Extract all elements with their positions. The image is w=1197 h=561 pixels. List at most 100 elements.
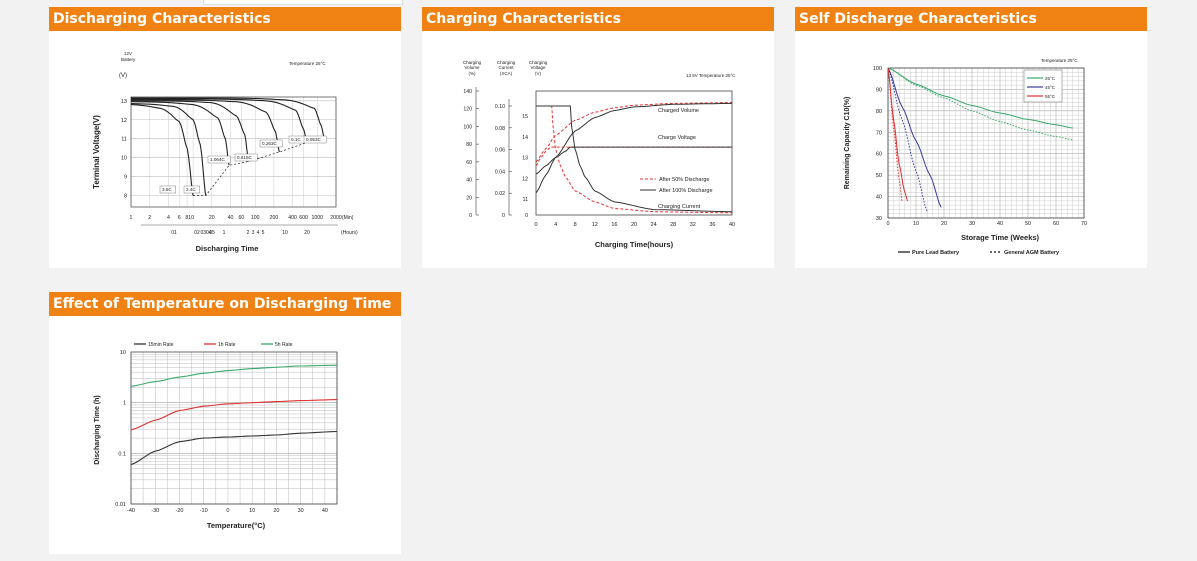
- y-axis-title: Discharging Time (h): [94, 395, 101, 465]
- axis-current-unit: (XCA): [500, 71, 513, 76]
- x-tick-hours-label: 3: [252, 230, 255, 236]
- discharge-card: Discharging Characteristics 13 12 11 10 9 8 12…: [49, 7, 401, 268]
- x-tick-label: 24: [651, 222, 657, 228]
- legend-style-label: General AGM Battery: [1004, 250, 1060, 256]
- axis-volume-tick: 80: [466, 142, 472, 148]
- x-axis-title: Storage Time (Weeks): [961, 233, 1040, 242]
- temp-curve: [130, 399, 338, 431]
- annotation-unit: (V): [119, 73, 127, 79]
- x-tick-min-label: 400: [288, 215, 297, 221]
- annotation-temperature: 13.5V Temperature 25°C: [686, 73, 736, 78]
- y-tick-label: 90: [876, 87, 882, 93]
- curve-label-voltage: Charge Voltage: [658, 135, 696, 141]
- x-tick-label: 10: [249, 508, 255, 514]
- charge-chart: ChargingVolume(%)ChargingCurrent(XCA)Cha…: [463, 60, 736, 249]
- annotation-battery-voltage: 12V: [124, 51, 132, 56]
- curve-label: 0.053C: [306, 137, 321, 142]
- x-tick-min-label: 810: [185, 215, 194, 221]
- x-tick-min-label: 600: [299, 215, 308, 221]
- charge-curve: [536, 105, 733, 214]
- legend-label: 5h Rate: [275, 342, 293, 348]
- y-tick-label: 60: [876, 152, 882, 158]
- x-tick-label: 0: [534, 222, 537, 228]
- charge-curve: [536, 105, 733, 213]
- axis-volume-title-1: Charging: [463, 60, 482, 65]
- x-tick-min-label: 4: [167, 215, 170, 221]
- axis-voltage-title-1: Charging: [529, 60, 548, 65]
- axis-current-title-2: Current: [498, 65, 514, 70]
- selfdis-curve: [887, 67, 903, 201]
- temp-card: Effect of Temperature on Discharging Tim…: [49, 292, 401, 554]
- x-tick-min-label: 6: [178, 215, 181, 221]
- y-tick-label: 80: [876, 109, 882, 115]
- temp-chart: 10 1 0.1 0.01-40 -30 -20 -10 0 10 20 30 40 Temperatu…: [94, 342, 338, 530]
- selfdis-card: Self Discharge Characteristics 100 90 80 70…: [795, 7, 1147, 268]
- x-tick-label: 12: [592, 222, 598, 228]
- y-tick-label: 11: [121, 137, 127, 143]
- x-tick-label: 30: [298, 508, 304, 514]
- x-tick-min-label: 100: [251, 215, 260, 221]
- annotation-temperature: Temperature 25°C: [289, 61, 326, 66]
- curve-label: 3.5C: [162, 187, 172, 192]
- y-axis-title: Remaining Capacity C10(%): [844, 97, 851, 190]
- x-axis-title: Charging Time(hours): [595, 240, 674, 249]
- discharge-card-title: Discharging Characteristics: [49, 7, 401, 31]
- x-tick-label: 20: [941, 221, 947, 227]
- curve-label-box: [183, 185, 201, 194]
- y-tick-label: 10: [121, 156, 127, 162]
- axis-voltage-tick: 11: [523, 197, 528, 203]
- curve-label: 2.4C: [186, 187, 196, 192]
- y-tick-label: 0.01: [115, 502, 126, 508]
- x-tick-label: 70: [1081, 221, 1087, 227]
- temp-card-title: Effect of Temperature on Discharging Tim…: [49, 292, 401, 316]
- charge-card: Charging Characteristics Charging Volume(…: [422, 7, 774, 268]
- x-axis-title: Temperature(°C): [207, 521, 266, 530]
- axis-current-tick: 0.08: [495, 126, 505, 132]
- curve-label-volume: Charged Volume: [658, 108, 699, 114]
- x-tick-hours-label: 10: [282, 230, 288, 236]
- axis-current-tick: 0.04: [495, 169, 505, 175]
- legend-label: 45°C: [1045, 85, 1056, 90]
- x-tick-hours-label: 2: [247, 230, 250, 236]
- cutoff-dashed-line: [193, 138, 325, 196]
- x-tick-label: 28: [670, 222, 676, 228]
- curve-label: 0.263C: [262, 141, 277, 146]
- x-axis-title: Discharging Time: [196, 244, 259, 253]
- y-tick-label: 12: [121, 118, 127, 124]
- x-tick-label: 30: [969, 221, 975, 227]
- x-tick-label: 32: [690, 222, 696, 228]
- x-tick-label: 40: [997, 221, 1003, 227]
- x-tick-label: 20: [631, 222, 637, 228]
- charge-curve: [535, 102, 733, 194]
- selfdis-chart: 100 90 80 70 60 50 40 30 0 10 20 30 40 50 60 70 Storage …: [844, 58, 1087, 256]
- x-tick-label: 10: [913, 221, 919, 227]
- plot-frame: [130, 351, 338, 505]
- axis-voltage-tick: 14: [522, 135, 528, 141]
- axis-volume-tick: 0: [469, 213, 472, 219]
- x-tick-label: 20: [273, 508, 279, 514]
- curve-label: 0.615C: [237, 155, 252, 160]
- x-tick-label: -30: [151, 508, 159, 514]
- x-tick-label: 50: [1025, 221, 1031, 227]
- axis-volume-tick: 60: [466, 160, 472, 166]
- x-tick-label: -10: [200, 508, 208, 514]
- selfdis-curve: [887, 67, 1073, 141]
- axis-volume-title-2: Volume: [464, 65, 480, 70]
- x-tick-hours-label: 1: [223, 230, 226, 236]
- x-min-unit: (Min): [342, 215, 354, 221]
- curve-label-box: [303, 135, 327, 144]
- x-tick-min-label: 40: [228, 215, 234, 221]
- legend-box: [1023, 69, 1063, 103]
- y-tick-label: 30: [876, 216, 882, 222]
- legend-label: 25°C: [1045, 76, 1056, 81]
- x-tick-label: 36: [709, 222, 715, 228]
- y-tick-label: 8: [124, 194, 127, 200]
- x-tick-hours-label: 5: [262, 230, 265, 236]
- selfdis-curve: [887, 67, 942, 208]
- x-tick-hours-label: 20: [304, 230, 310, 236]
- x-tick-label: 60: [1053, 221, 1059, 227]
- x-tick-hours-label: 01: [171, 230, 177, 236]
- charge-curve: [535, 102, 733, 163]
- legend-label: 55°C: [1045, 94, 1056, 99]
